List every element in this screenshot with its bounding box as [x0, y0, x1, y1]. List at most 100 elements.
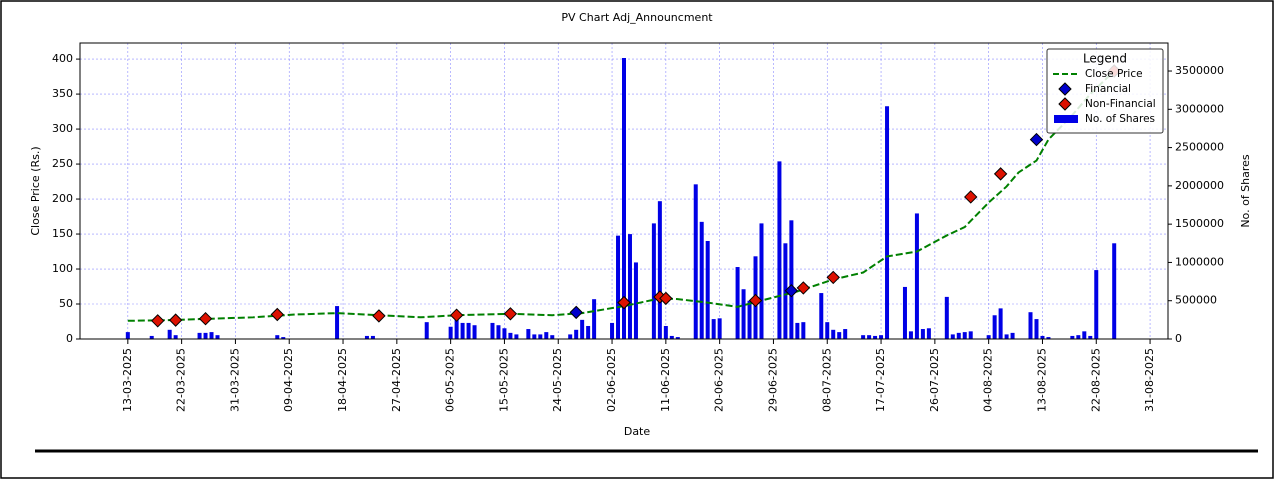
bar [167, 329, 172, 339]
chart-title: PV Chart Adj_Announcment [561, 11, 713, 24]
bar [693, 184, 698, 339]
y-axis-label: Close Price (Rs.) [29, 146, 42, 235]
bar [837, 332, 842, 339]
bar [1094, 270, 1099, 339]
bar [203, 332, 208, 339]
bar [466, 322, 471, 339]
y-tick-label: 400 [52, 52, 73, 65]
bar [173, 335, 178, 339]
bar [819, 293, 824, 339]
y-tick-label: 350 [52, 87, 73, 100]
bar [741, 289, 746, 339]
bar [861, 335, 866, 339]
y2-tick-label: 500000 [1175, 294, 1217, 307]
bar [986, 335, 991, 339]
y2-tick-label: 3000000 [1175, 102, 1224, 115]
bar [622, 58, 626, 340]
x-tick-label: 22-03-2025 [175, 348, 188, 412]
bar [514, 334, 519, 339]
x-tick-label: 31-08-2025 [1143, 348, 1156, 412]
bar [801, 322, 806, 339]
bar [544, 332, 549, 339]
bar [777, 161, 782, 339]
bar [992, 315, 997, 339]
announcement-marker [270, 307, 284, 322]
bar [867, 335, 872, 339]
bar [454, 316, 459, 339]
bar [1070, 335, 1075, 339]
y2-tick-label: 2500000 [1175, 141, 1224, 154]
legend-symbol [1058, 82, 1072, 96]
bar [1010, 332, 1015, 339]
bar [669, 335, 674, 339]
announcement-marker [784, 284, 799, 298]
bar [335, 306, 340, 339]
announcement-marker [198, 311, 213, 326]
bar [902, 286, 907, 339]
price-line [127, 70, 1115, 322]
x-tick-label: 17-07-2025 [874, 348, 887, 412]
bar [538, 334, 543, 339]
bar [574, 329, 579, 339]
announcement-marker [503, 307, 518, 321]
y2-tick-label: 1500000 [1175, 217, 1224, 230]
announcement-marker [748, 293, 763, 308]
bar [789, 220, 794, 339]
bar [1034, 319, 1039, 339]
bar [962, 332, 967, 339]
bar [215, 335, 220, 339]
announcement-marker [569, 305, 583, 320]
announcement-marker [617, 295, 631, 310]
bar [885, 106, 890, 339]
legend-label: Close Price [1085, 68, 1143, 80]
bar [950, 334, 955, 339]
bar [586, 325, 591, 339]
announcement-marker [796, 281, 811, 295]
x-tick-label: 13-08-2025 [1035, 348, 1048, 412]
x-tick-label: 08-07-2025 [820, 348, 833, 412]
x-tick-label: 02-06-2025 [605, 348, 618, 412]
bar [448, 326, 453, 339]
bar [610, 322, 615, 339]
bar [657, 201, 662, 339]
bar [705, 240, 710, 339]
announcement-marker [993, 167, 1008, 181]
bar [370, 335, 375, 339]
y2-axis-label: No. of Shares [1239, 154, 1252, 228]
announcement-marker [372, 309, 386, 323]
x-tick-label: 04-08-2025 [982, 348, 995, 412]
legend-label: No. of Shares [1085, 113, 1155, 125]
y-tick-label: 200 [52, 192, 73, 205]
bar [1082, 331, 1087, 339]
bar [914, 213, 919, 339]
y-tick-label: 300 [52, 122, 73, 135]
y-tick-label: 250 [52, 157, 73, 170]
bar [831, 329, 836, 339]
y2-tick-label: 0 [1175, 332, 1182, 345]
x-tick-label: 20-06-2025 [713, 348, 726, 412]
y2-tick-label: 1000000 [1175, 255, 1224, 268]
bar [1088, 335, 1093, 339]
bar [795, 322, 800, 339]
bar [879, 335, 884, 339]
announcement-marker [1029, 132, 1044, 147]
bar [275, 335, 280, 339]
bar [759, 223, 764, 339]
x-tick-label: 26-07-2025 [928, 348, 941, 412]
legend-box [1046, 48, 1164, 134]
bar [209, 332, 214, 339]
y-tick-label: 100 [52, 262, 73, 275]
x-tick-label: 31-03-2025 [228, 348, 241, 412]
bar [496, 325, 501, 339]
bar [125, 332, 130, 339]
bar [825, 322, 830, 339]
x-tick-label: 15-05-2025 [497, 348, 510, 412]
bar [747, 300, 752, 339]
bar [1046, 337, 1051, 339]
announcement-marker [964, 190, 978, 204]
bar [717, 318, 722, 339]
x-tick-label: 18-04-2025 [336, 348, 349, 412]
y2-tick-label: 3500000 [1175, 64, 1224, 77]
x-tick-label: 11-06-2025 [659, 348, 672, 412]
